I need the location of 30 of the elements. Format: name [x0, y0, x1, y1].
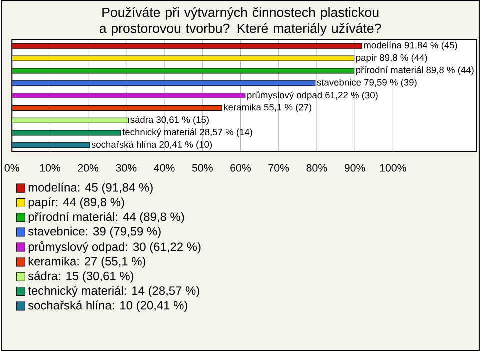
- legend-label: sádra: 15 (30,61 %): [28, 271, 134, 283]
- legend-label: modelína: 45 (91,84 %): [28, 182, 153, 194]
- legend-label: stavebnice: 39 (79,59 %): [28, 226, 161, 238]
- x-tick-label: 90%: [344, 164, 366, 172]
- x-tick-label: 0%: [4, 164, 20, 172]
- data-label: průmyslový odpad 61,22 % (30): [248, 90, 378, 100]
- legend-label: keramika: 27 (55,1 %): [28, 256, 146, 268]
- data-label: modelína 91,84 % (45): [364, 42, 458, 50]
- data-label: stavebnice 79,59 % (39): [317, 78, 417, 88]
- x-tick-label: 30%: [116, 164, 137, 172]
- x-tick-label: 60%: [230, 164, 252, 172]
- data-label: technický materiál 28,57 % (14): [122, 128, 252, 138]
- data-label: přírodní materiál 89,8 % (44): [356, 66, 474, 76]
- x-tick-label: 50%: [192, 164, 213, 172]
- data-label: sochařská hlína 20,41 % (10): [92, 140, 212, 150]
- legend-label: papír: 44 (89,8 %): [28, 198, 124, 209]
- chart-title: Používáte při výtvarných činnostech plastickou a prostorovou tvorbu? Které materiály užíváte?: [100, 7, 382, 36]
- data-label: papír 89,8 % (44): [356, 54, 428, 63]
- x-tick-label: 20%: [78, 164, 99, 172]
- data-label: sádra 30,61 % (15): [130, 116, 209, 125]
- data-label: keramika 55,1 % (27): [224, 104, 312, 112]
- legend-label: průmyslový odpad: 30 (61,22 %): [28, 241, 201, 254]
- x-tick-label: 70%: [268, 164, 290, 172]
- x-tick-label: 100%: [380, 164, 406, 172]
- legend-label: technický materiál: 14 (28,57 %): [28, 286, 200, 298]
- x-tick-label: 10%: [40, 164, 60, 172]
- legend-label: přírodní materiál: 44 (89,8 %): [28, 212, 184, 224]
- x-tick-label: 80%: [306, 164, 328, 172]
- x-tick-label: 40%: [154, 164, 175, 172]
- legend-label: sochařská hlína: 10 (20,41 %): [28, 300, 188, 312]
